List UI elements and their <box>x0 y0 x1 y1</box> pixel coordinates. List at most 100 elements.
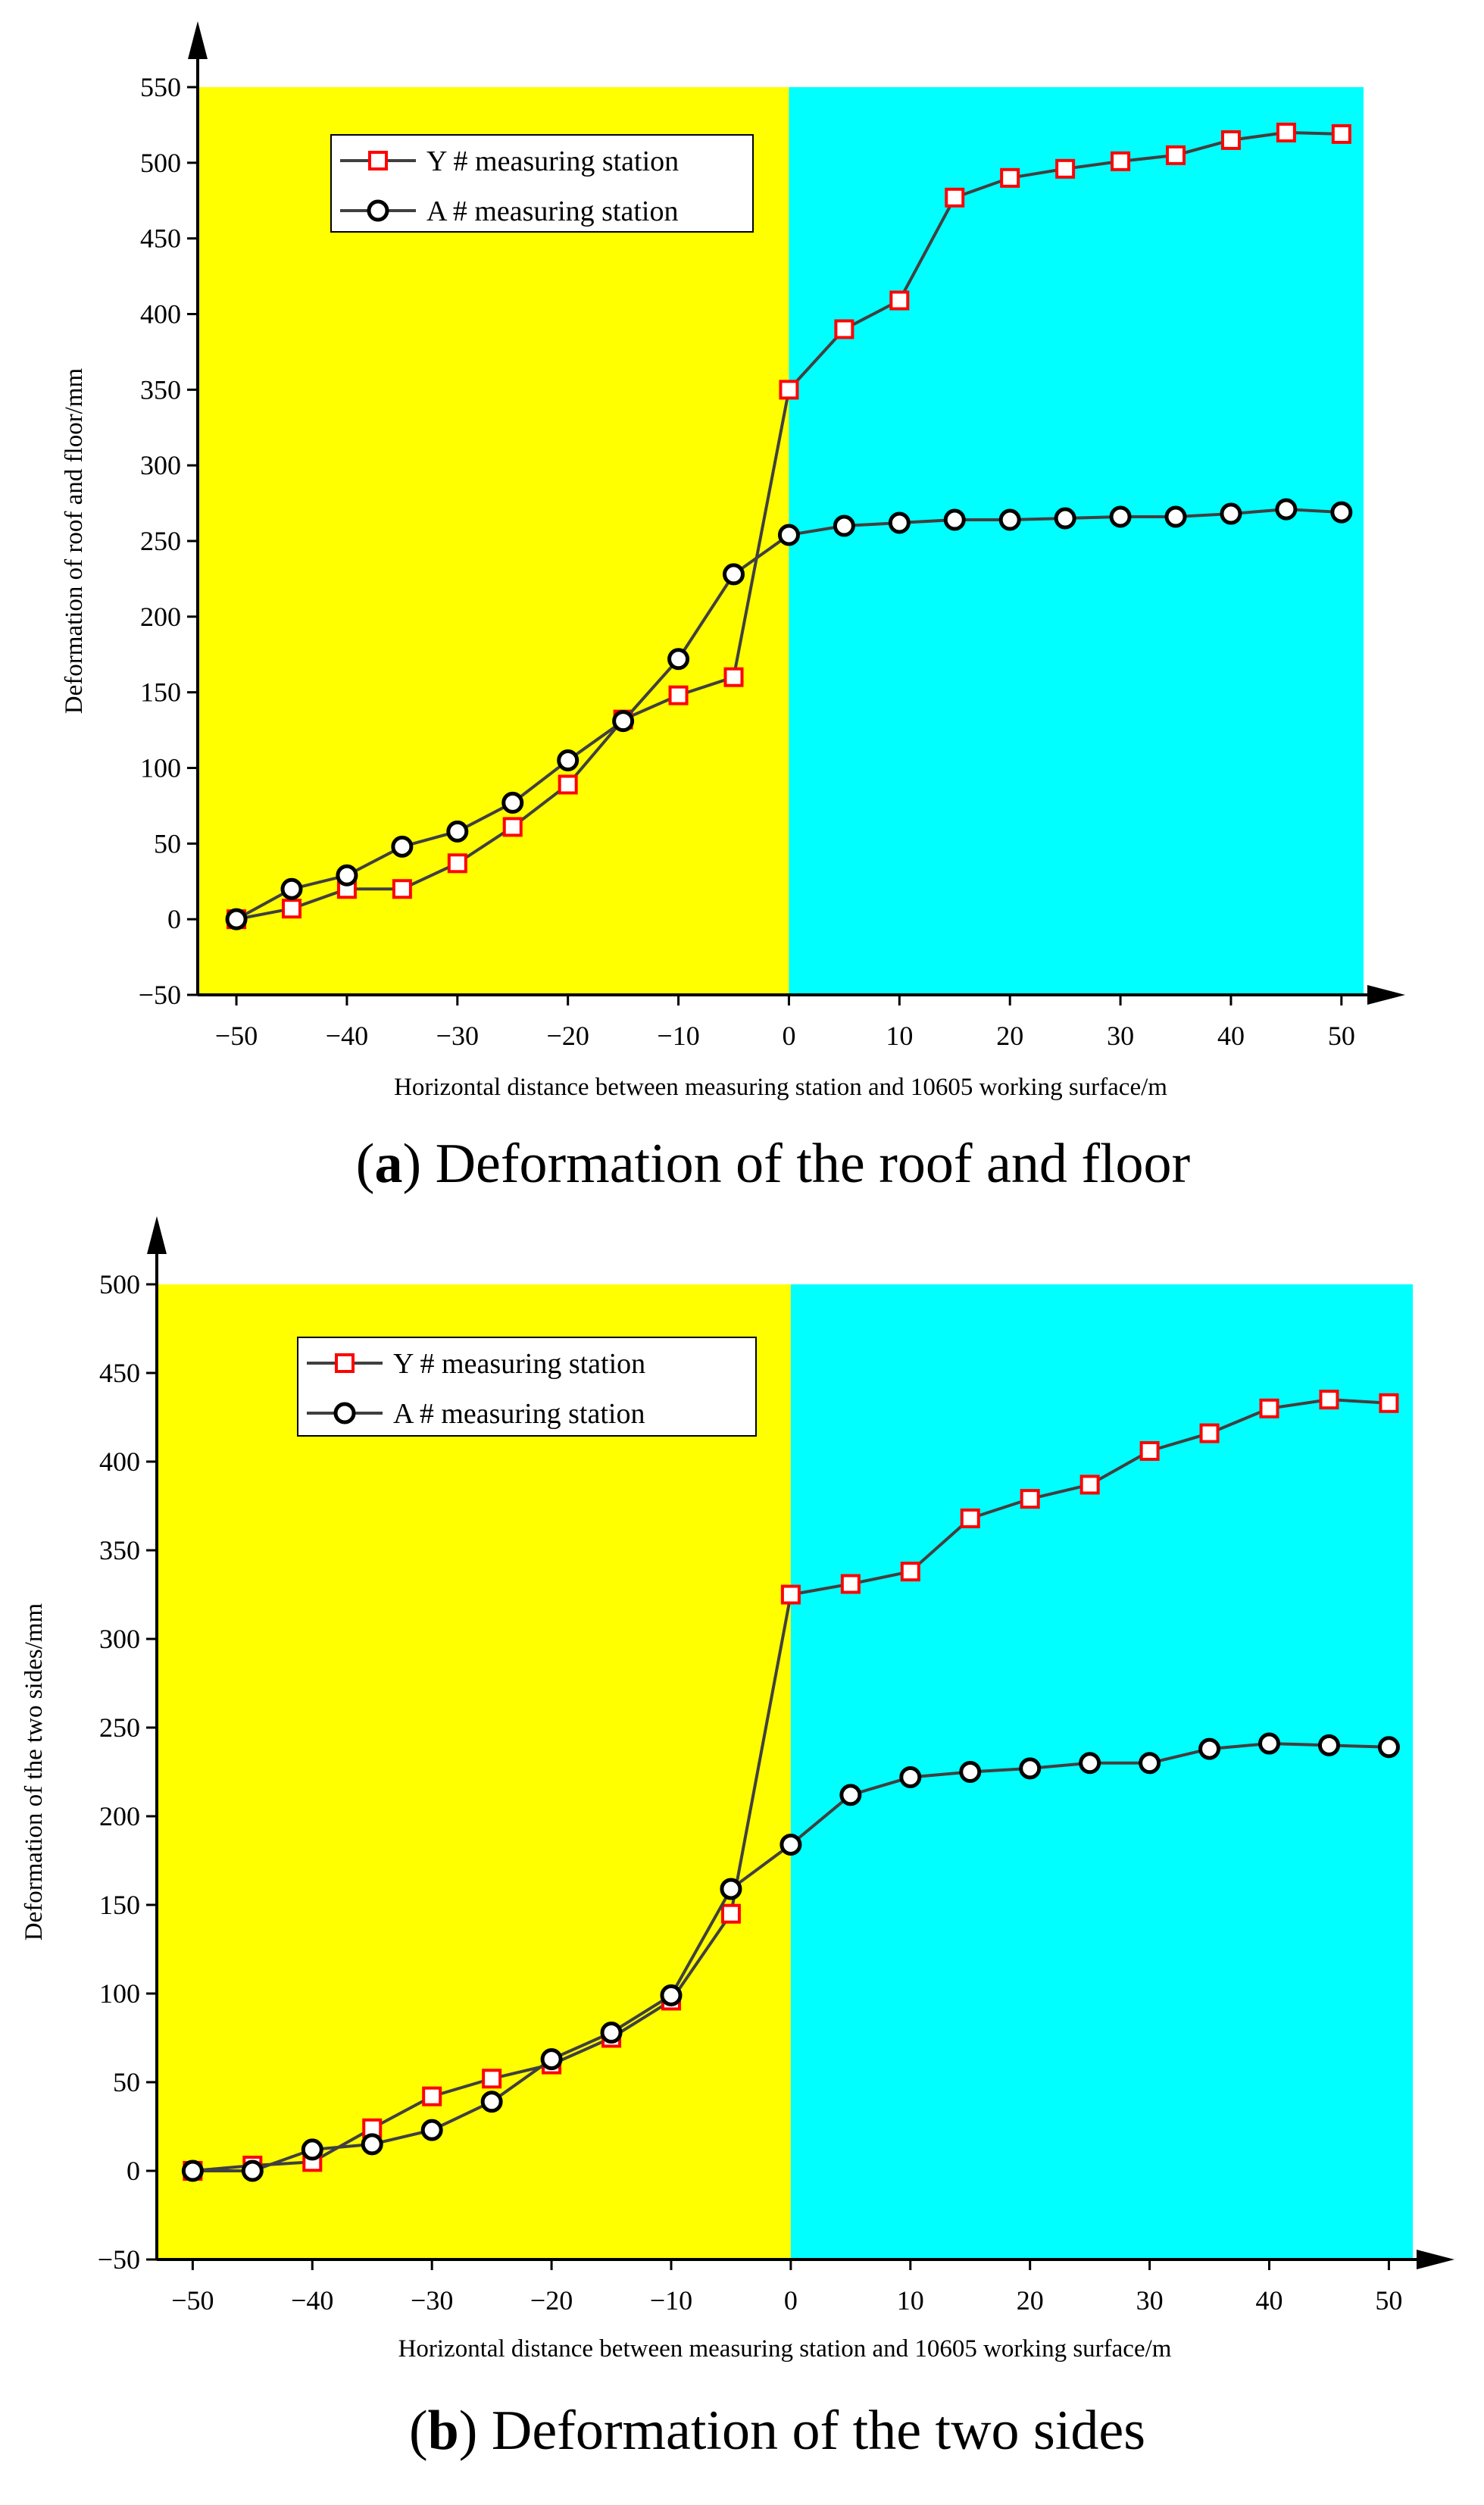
legend-box <box>330 134 754 233</box>
x-tick-label: 40 <box>1217 1021 1245 1051</box>
series-a-marker <box>833 514 855 537</box>
series-y-marker <box>1000 167 1020 188</box>
x-tick-label: −30 <box>411 2285 453 2316</box>
y-tick-label: 150 <box>140 677 181 708</box>
chart-panel-a: −50 −40 −30 −20 −10 0 10 20 30 40 50 −50 0 50 100 150 20… <box>61 21 1405 1195</box>
x-tick-label: −10 <box>657 1021 699 1051</box>
series-y-marker <box>945 187 965 208</box>
caption-text: ) Deformation of the two sides <box>459 2400 1145 2462</box>
background-region-left <box>157 1284 791 2260</box>
y-tick-label: 350 <box>140 374 181 405</box>
x-axis-title: Horizontal distance between measuring st… <box>394 1074 1167 1101</box>
x-axis-arrow <box>1417 2250 1454 2269</box>
series-y-marker <box>1055 158 1076 179</box>
series-a-marker <box>420 2119 443 2141</box>
legend-box <box>297 1337 757 1437</box>
x-tick-label: 30 <box>1107 1021 1134 1051</box>
x-tick-label: 0 <box>782 1021 795 1051</box>
legend-label-series-a: A # measuring station <box>393 1398 645 1430</box>
series-y-marker <box>447 853 467 874</box>
series-a-marker <box>888 511 911 534</box>
background-region-right <box>790 1284 1413 2260</box>
y-tick-label: 100 <box>140 753 181 783</box>
series-a-marker <box>1109 505 1132 528</box>
series-a-marker <box>301 2138 323 2161</box>
series-y-marker <box>1166 145 1186 165</box>
x-tick-label: 0 <box>784 2285 798 2316</box>
series-a-marker <box>241 2159 264 2182</box>
series-a-marker <box>540 2048 563 2071</box>
caption-open-paren: ( <box>356 1133 375 1195</box>
y-tick-label: 500 <box>99 1269 140 1299</box>
y-tick-label: 300 <box>99 1624 140 1654</box>
y-tick-label: 450 <box>140 224 181 254</box>
series-y-marker <box>558 774 578 795</box>
y-tick-label: 450 <box>99 1358 140 1388</box>
series-y-marker <box>720 1903 741 1924</box>
x-tick-label: 30 <box>1136 2285 1164 2316</box>
series-y-marker <box>482 2069 502 2089</box>
x-axis-arrow <box>1367 985 1405 1005</box>
x-tick-label: −40 <box>326 1021 368 1051</box>
series-a-marker <box>943 508 966 531</box>
series-y-marker <box>900 1562 920 1582</box>
y-tick-label: 400 <box>140 299 181 330</box>
legend-marker-series-y <box>335 1353 355 1373</box>
series-a-marker <box>600 2021 623 2044</box>
y-tick-label: 200 <box>140 602 181 632</box>
x-tick-label: 50 <box>1328 1021 1355 1051</box>
series-a-marker <box>899 1766 922 1789</box>
y-axis-title: Deformation of the two sides/mm <box>20 1603 48 1941</box>
series-y-marker <box>1259 1398 1279 1418</box>
series-a-marker <box>779 1833 802 1856</box>
series-a-marker <box>280 877 303 900</box>
y-tick-label: 400 <box>99 1446 140 1477</box>
series-a-marker <box>1275 498 1298 521</box>
y-tick-label: −50 <box>139 980 181 1010</box>
series-y-marker <box>723 667 744 687</box>
series-y-marker <box>1199 1423 1220 1443</box>
series-y-marker <box>422 2086 442 2106</box>
x-tick-label: 40 <box>1256 2285 1283 2316</box>
series-a-marker <box>1139 1752 1161 1775</box>
series-a-marker <box>723 563 745 586</box>
series-a-marker <box>667 648 690 671</box>
y-tick-label: 300 <box>140 450 181 480</box>
series-a-marker <box>1198 1737 1221 1760</box>
series-y-marker <box>780 1584 801 1605</box>
legend: Y # measuring station A # measuring stati… <box>297 1337 757 1437</box>
series-y-marker <box>960 1508 980 1528</box>
series-a-marker <box>1330 501 1353 524</box>
x-tick-label: 20 <box>1017 2285 1044 2316</box>
legend: Y # measuring station A # measuring stati… <box>330 134 754 233</box>
series-a-marker <box>1019 1757 1042 1780</box>
series-y-marker <box>840 1574 861 1594</box>
y-tick-label: 0 <box>167 904 181 934</box>
caption-label: b <box>428 2400 459 2462</box>
series-y-marker <box>1379 1393 1399 1413</box>
x-axis-title: Horizontal distance between measuring st… <box>398 2335 1172 2363</box>
legend-marker-series-a <box>367 199 389 222</box>
caption: (b) Deformation of the two sides <box>409 2400 1145 2462</box>
series-a-marker <box>720 1878 742 1900</box>
series-y-marker <box>392 879 412 899</box>
x-tick-label: −20 <box>530 2285 573 2316</box>
series-a-marker <box>1164 505 1187 528</box>
series-a-marker <box>557 749 580 772</box>
series-y-marker <box>502 817 523 837</box>
series-a-marker <box>998 508 1021 531</box>
series-y-marker <box>1331 124 1351 144</box>
series-y-marker <box>1319 1390 1339 1410</box>
legend-label-series-a: A # measuring station <box>426 195 678 227</box>
series-a-marker <box>612 710 635 733</box>
series-a-marker <box>480 2091 503 2113</box>
caption: (a) Deformation of the roof and floor <box>356 1133 1190 1195</box>
chart-panel-b: −50 −40 −30 −20 −10 0 10 20 30 40 50 −50 0 50 100 150 20… <box>20 1216 1454 2462</box>
series-y-marker <box>1220 130 1241 150</box>
y-axis-title: Deformation of roof and floor/mm <box>61 367 88 714</box>
series-y-marker <box>779 380 799 400</box>
series-y-marker <box>834 319 854 339</box>
y-tick-label: 100 <box>99 1978 140 2009</box>
series-a-marker <box>1220 502 1242 525</box>
background-region-left <box>198 87 789 995</box>
